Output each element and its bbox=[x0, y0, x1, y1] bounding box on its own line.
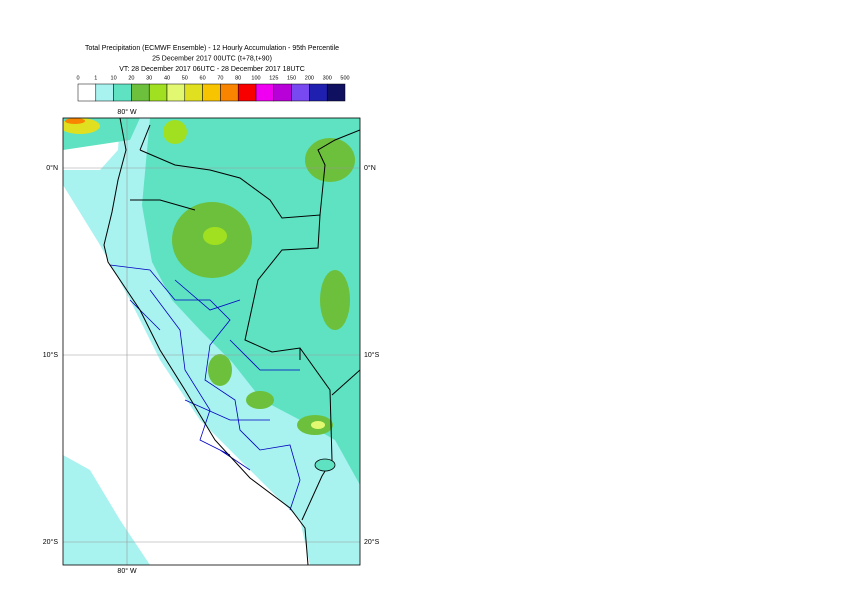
precip-field bbox=[203, 227, 227, 245]
legend-swatch bbox=[113, 83, 132, 102]
precip-field bbox=[311, 421, 325, 429]
legend-label: 60 bbox=[200, 75, 206, 81]
lat-label: 10°S bbox=[43, 351, 59, 359]
legend-swatch bbox=[326, 83, 346, 102]
legend-swatch bbox=[131, 83, 150, 102]
legend-swatch bbox=[255, 83, 275, 102]
legend-swatch bbox=[95, 83, 114, 102]
map bbox=[63, 118, 360, 565]
legend-label: 70 bbox=[217, 75, 223, 81]
title-line: 25 December 2017 00UTC (t+78,t+90) bbox=[152, 55, 272, 62]
province-borders bbox=[109, 264, 301, 511]
legend-label: 50 bbox=[182, 75, 188, 81]
legend-swatch bbox=[148, 83, 168, 102]
precip-field bbox=[163, 120, 187, 144]
lat-label: 20°S bbox=[364, 538, 380, 546]
precip-field bbox=[305, 138, 355, 182]
title-line: Total Precipitation (ECMWF Ensemble) - 1… bbox=[85, 45, 339, 52]
legend-swatch bbox=[273, 83, 292, 102]
legend-swatch bbox=[220, 83, 239, 102]
map-frame bbox=[62, 117, 361, 566]
coastline bbox=[103, 118, 309, 565]
legend-swatch bbox=[309, 83, 328, 102]
legend-swatch bbox=[184, 83, 203, 102]
legend-label: 30 bbox=[146, 75, 152, 81]
legend-swatch bbox=[77, 83, 97, 102]
lon-label: 80° W bbox=[117, 108, 137, 116]
lat-label: 20°S bbox=[43, 538, 59, 546]
legend-label: 200 bbox=[305, 75, 314, 81]
legend-label: 300 bbox=[323, 75, 332, 81]
legend-label: 10 bbox=[111, 75, 117, 81]
lat-label: 10°S bbox=[364, 351, 380, 359]
legend-label: 150 bbox=[287, 75, 296, 81]
title-line: VT: 28 December 2017 06UTC - 28 December… bbox=[119, 66, 305, 73]
lat-label: 0°N bbox=[46, 164, 58, 172]
title-block: Total Precipitation (ECMWF Ensemble) - 1… bbox=[85, 45, 339, 73]
legend-swatch bbox=[291, 83, 310, 102]
legend-label: 0 bbox=[76, 75, 79, 81]
precip-field bbox=[246, 391, 274, 409]
legend-label: 40 bbox=[164, 75, 170, 81]
legend-swatch bbox=[237, 83, 257, 102]
legend-label: 1 bbox=[94, 75, 97, 81]
precip-field bbox=[208, 354, 232, 386]
lake bbox=[314, 458, 336, 472]
map-labels: 80° W 80° W 0°N 10°S 20°S 0°N 10°S 20°S bbox=[43, 108, 380, 575]
lon-label: 80° W bbox=[117, 567, 137, 575]
country-borders bbox=[130, 124, 360, 521]
dry-area bbox=[63, 185, 310, 565]
legend-label: 500 bbox=[340, 75, 349, 81]
legend-label: 100 bbox=[251, 75, 260, 81]
lat-label: 0°N bbox=[364, 164, 376, 172]
precip-field bbox=[320, 270, 350, 330]
legend-label: 125 bbox=[269, 75, 278, 81]
legend: 0 1 10 20 30 40 50 60 70 80 100 125 150 200 300 500 bbox=[76, 75, 350, 102]
legend-label: 80 bbox=[235, 75, 241, 81]
legend-swatch bbox=[166, 83, 186, 102]
precip-field bbox=[65, 118, 85, 124]
legend-label: 20 bbox=[128, 75, 134, 81]
legend-swatch bbox=[202, 83, 221, 102]
